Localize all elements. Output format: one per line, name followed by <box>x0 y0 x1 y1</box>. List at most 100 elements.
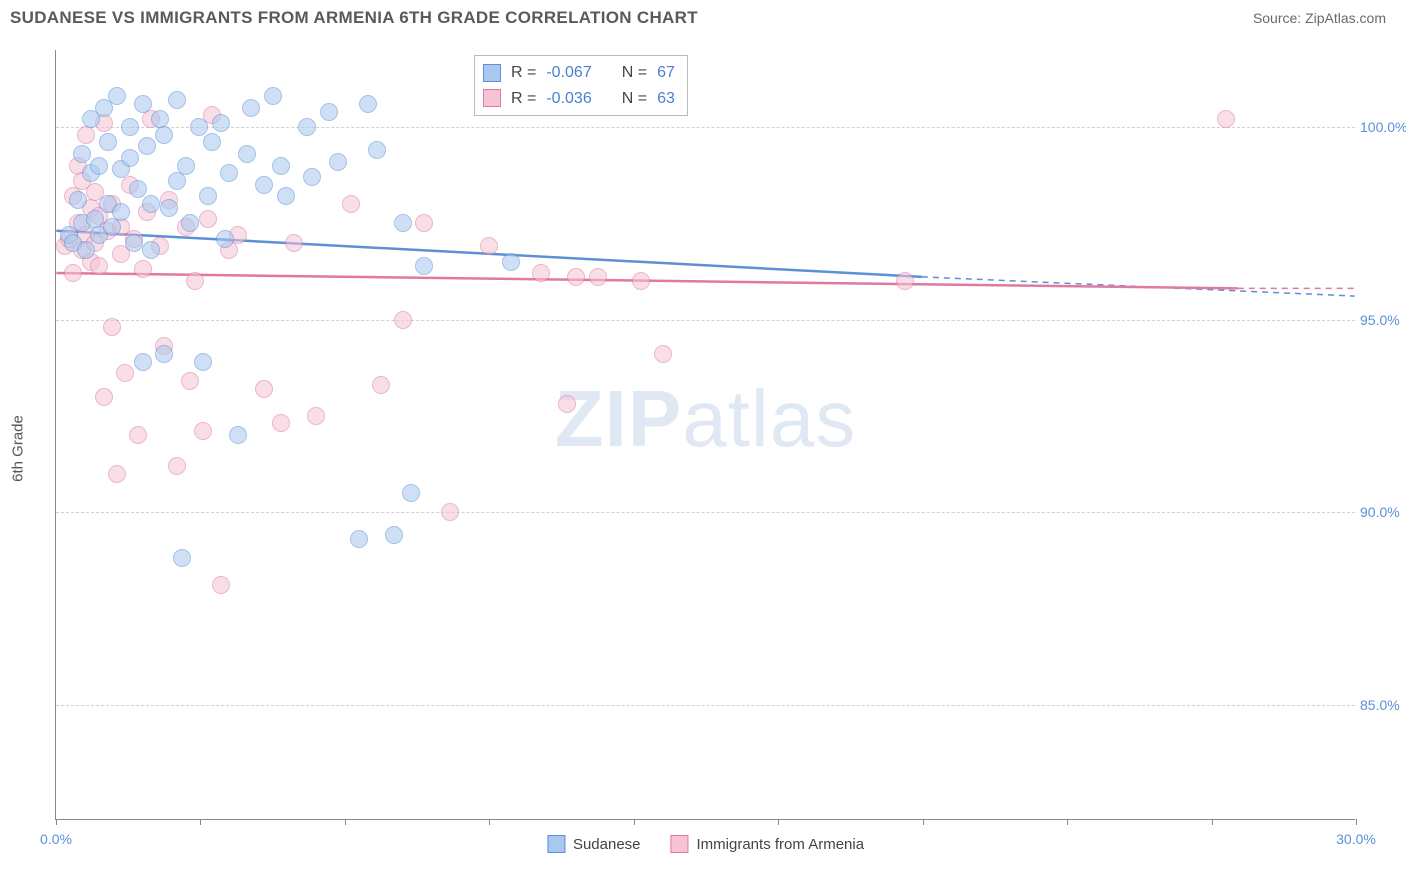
scatter-point <box>264 87 282 105</box>
scatter-point <box>138 137 156 155</box>
scatter-point <box>212 114 230 132</box>
scatter-point <box>394 214 412 232</box>
stats-row: R = -0.067 N = 67 <box>483 60 675 86</box>
r-label: R = <box>511 60 536 86</box>
scatter-point <box>359 95 377 113</box>
n-value: 67 <box>657 60 675 86</box>
scatter-point <box>69 191 87 209</box>
scatter-point <box>415 257 433 275</box>
gridline-horizontal <box>56 705 1355 706</box>
scatter-point <box>212 576 230 594</box>
scatter-point <box>1217 110 1235 128</box>
scatter-point <box>112 203 130 221</box>
n-label: N = <box>622 60 647 86</box>
scatter-point <box>307 407 325 425</box>
y-tick-label: 85.0% <box>1360 697 1406 713</box>
chart-plot-area: ZIPatlas R =-0.067N =67R =-0.036N =63 Su… <box>55 50 1355 820</box>
trend-line-dashed <box>922 277 1355 296</box>
correlation-stats-box: R =-0.067N =67R =-0.036N =63 <box>474 55 688 116</box>
scatter-point <box>394 311 412 329</box>
scatter-point <box>896 272 914 290</box>
scatter-point <box>134 260 152 278</box>
scatter-point <box>134 353 152 371</box>
scatter-point <box>168 457 186 475</box>
bottom-legend: Sudanese Immigrants from Armenia <box>547 835 864 853</box>
source-label: Source: ZipAtlas.com <box>1253 10 1386 26</box>
scatter-point <box>177 157 195 175</box>
scatter-point <box>298 118 316 136</box>
legend-item: Immigrants from Armenia <box>671 835 865 853</box>
scatter-point <box>320 103 338 121</box>
scatter-point <box>142 195 160 213</box>
scatter-point <box>441 503 459 521</box>
x-tick-label: 0.0% <box>40 831 72 847</box>
scatter-point <box>90 257 108 275</box>
scatter-point <box>567 268 585 286</box>
scatter-point <box>242 99 260 117</box>
scatter-point <box>502 253 520 271</box>
stats-row: R =-0.036N =63 <box>483 86 675 112</box>
legend-item: Sudanese <box>547 835 641 853</box>
x-tick <box>1356 819 1357 825</box>
chart-title: SUDANESE VS IMMIGRANTS FROM ARMENIA 6TH … <box>10 8 698 28</box>
scatter-point <box>190 118 208 136</box>
x-tick <box>778 819 779 825</box>
legend-swatch <box>671 835 689 853</box>
scatter-point <box>255 380 273 398</box>
scatter-point <box>589 268 607 286</box>
scatter-point <box>103 318 121 336</box>
scatter-point <box>238 145 256 163</box>
scatter-point <box>64 264 82 282</box>
x-tick <box>200 819 201 825</box>
scatter-point <box>194 353 212 371</box>
scatter-point <box>95 388 113 406</box>
scatter-point <box>160 199 178 217</box>
scatter-point <box>155 345 173 363</box>
scatter-point <box>108 465 126 483</box>
scatter-point <box>125 234 143 252</box>
scatter-point <box>173 549 191 567</box>
scatter-point <box>277 187 295 205</box>
r-value: -0.067 <box>546 60 591 86</box>
x-tick <box>1212 819 1213 825</box>
legend-label: Sudanese <box>573 836 641 853</box>
scatter-point <box>142 241 160 259</box>
scatter-point <box>350 530 368 548</box>
scatter-point <box>480 237 498 255</box>
scatter-point <box>168 91 186 109</box>
scatter-point <box>402 484 420 502</box>
scatter-point <box>134 95 152 113</box>
scatter-point <box>186 272 204 290</box>
scatter-point <box>181 214 199 232</box>
scatter-point <box>129 426 147 444</box>
x-tick <box>923 819 924 825</box>
scatter-point <box>216 230 234 248</box>
watermark: ZIPatlas <box>555 373 856 465</box>
x-tick <box>489 819 490 825</box>
scatter-point <box>108 87 126 105</box>
gridline-horizontal <box>56 512 1355 513</box>
y-axis-label: 6th Grade <box>10 415 27 482</box>
scatter-point <box>272 157 290 175</box>
x-tick <box>56 819 57 825</box>
scatter-point <box>121 149 139 167</box>
scatter-point <box>329 153 347 171</box>
scatter-point <box>654 345 672 363</box>
y-tick-label: 95.0% <box>1360 312 1406 328</box>
scatter-point <box>285 234 303 252</box>
scatter-point <box>129 180 147 198</box>
scatter-point <box>372 376 390 394</box>
r-label: R = <box>511 86 536 112</box>
scatter-point <box>199 210 217 228</box>
scatter-point <box>155 126 173 144</box>
scatter-point <box>303 168 321 186</box>
legend-label: Immigrants from Armenia <box>697 836 865 853</box>
r-value: -0.036 <box>546 86 591 112</box>
scatter-point <box>229 426 247 444</box>
legend-swatch <box>483 89 501 107</box>
scatter-point <box>532 264 550 282</box>
scatter-point <box>385 526 403 544</box>
scatter-point <box>103 218 121 236</box>
scatter-point <box>199 187 217 205</box>
y-tick-label: 100.0% <box>1360 119 1406 135</box>
